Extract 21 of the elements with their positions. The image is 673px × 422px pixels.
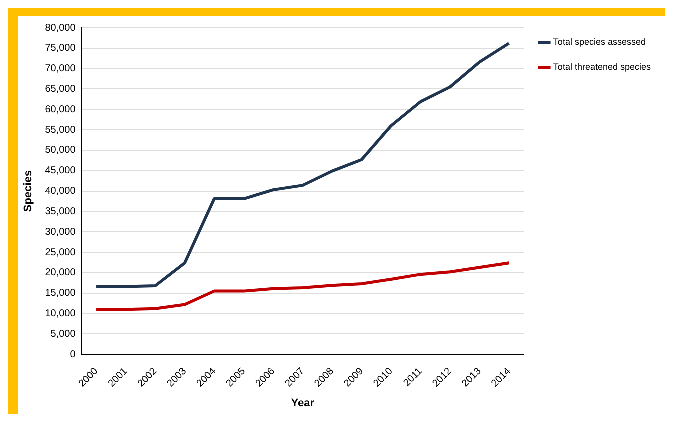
y-tick-label: 55,000: [45, 124, 76, 136]
y-tick-label: 20,000: [45, 268, 76, 279]
y-tick-label: 10,000: [45, 308, 76, 320]
y-tick-label: 30,000: [45, 226, 76, 238]
y-tick-label: 75,000: [45, 43, 76, 54]
y-tick-label: 70,000: [45, 64, 76, 75]
y-tick-label: 40,000: [45, 186, 76, 198]
legend-label: Total species assessed: [553, 36, 646, 47]
y-tick-label: 35,000: [45, 206, 76, 218]
y-tick-label: 50,000: [45, 145, 76, 156]
y-tick-label: 45,000: [45, 166, 76, 177]
x-axis-title: Year: [291, 397, 316, 410]
y-tick-label: 5,000: [50, 328, 76, 340]
y-axis-title: Species: [22, 170, 35, 212]
y-tick-label: 65,000: [45, 84, 76, 95]
y-tick-label: 25,000: [45, 247, 76, 258]
y-tick-label: 60,000: [45, 104, 76, 116]
y-tick-label: 15,000: [45, 288, 76, 300]
y-tick-label: 0: [70, 349, 76, 360]
y-tick-label: 80,000: [45, 22, 76, 34]
legend-label: Total threatened species: [553, 62, 652, 72]
